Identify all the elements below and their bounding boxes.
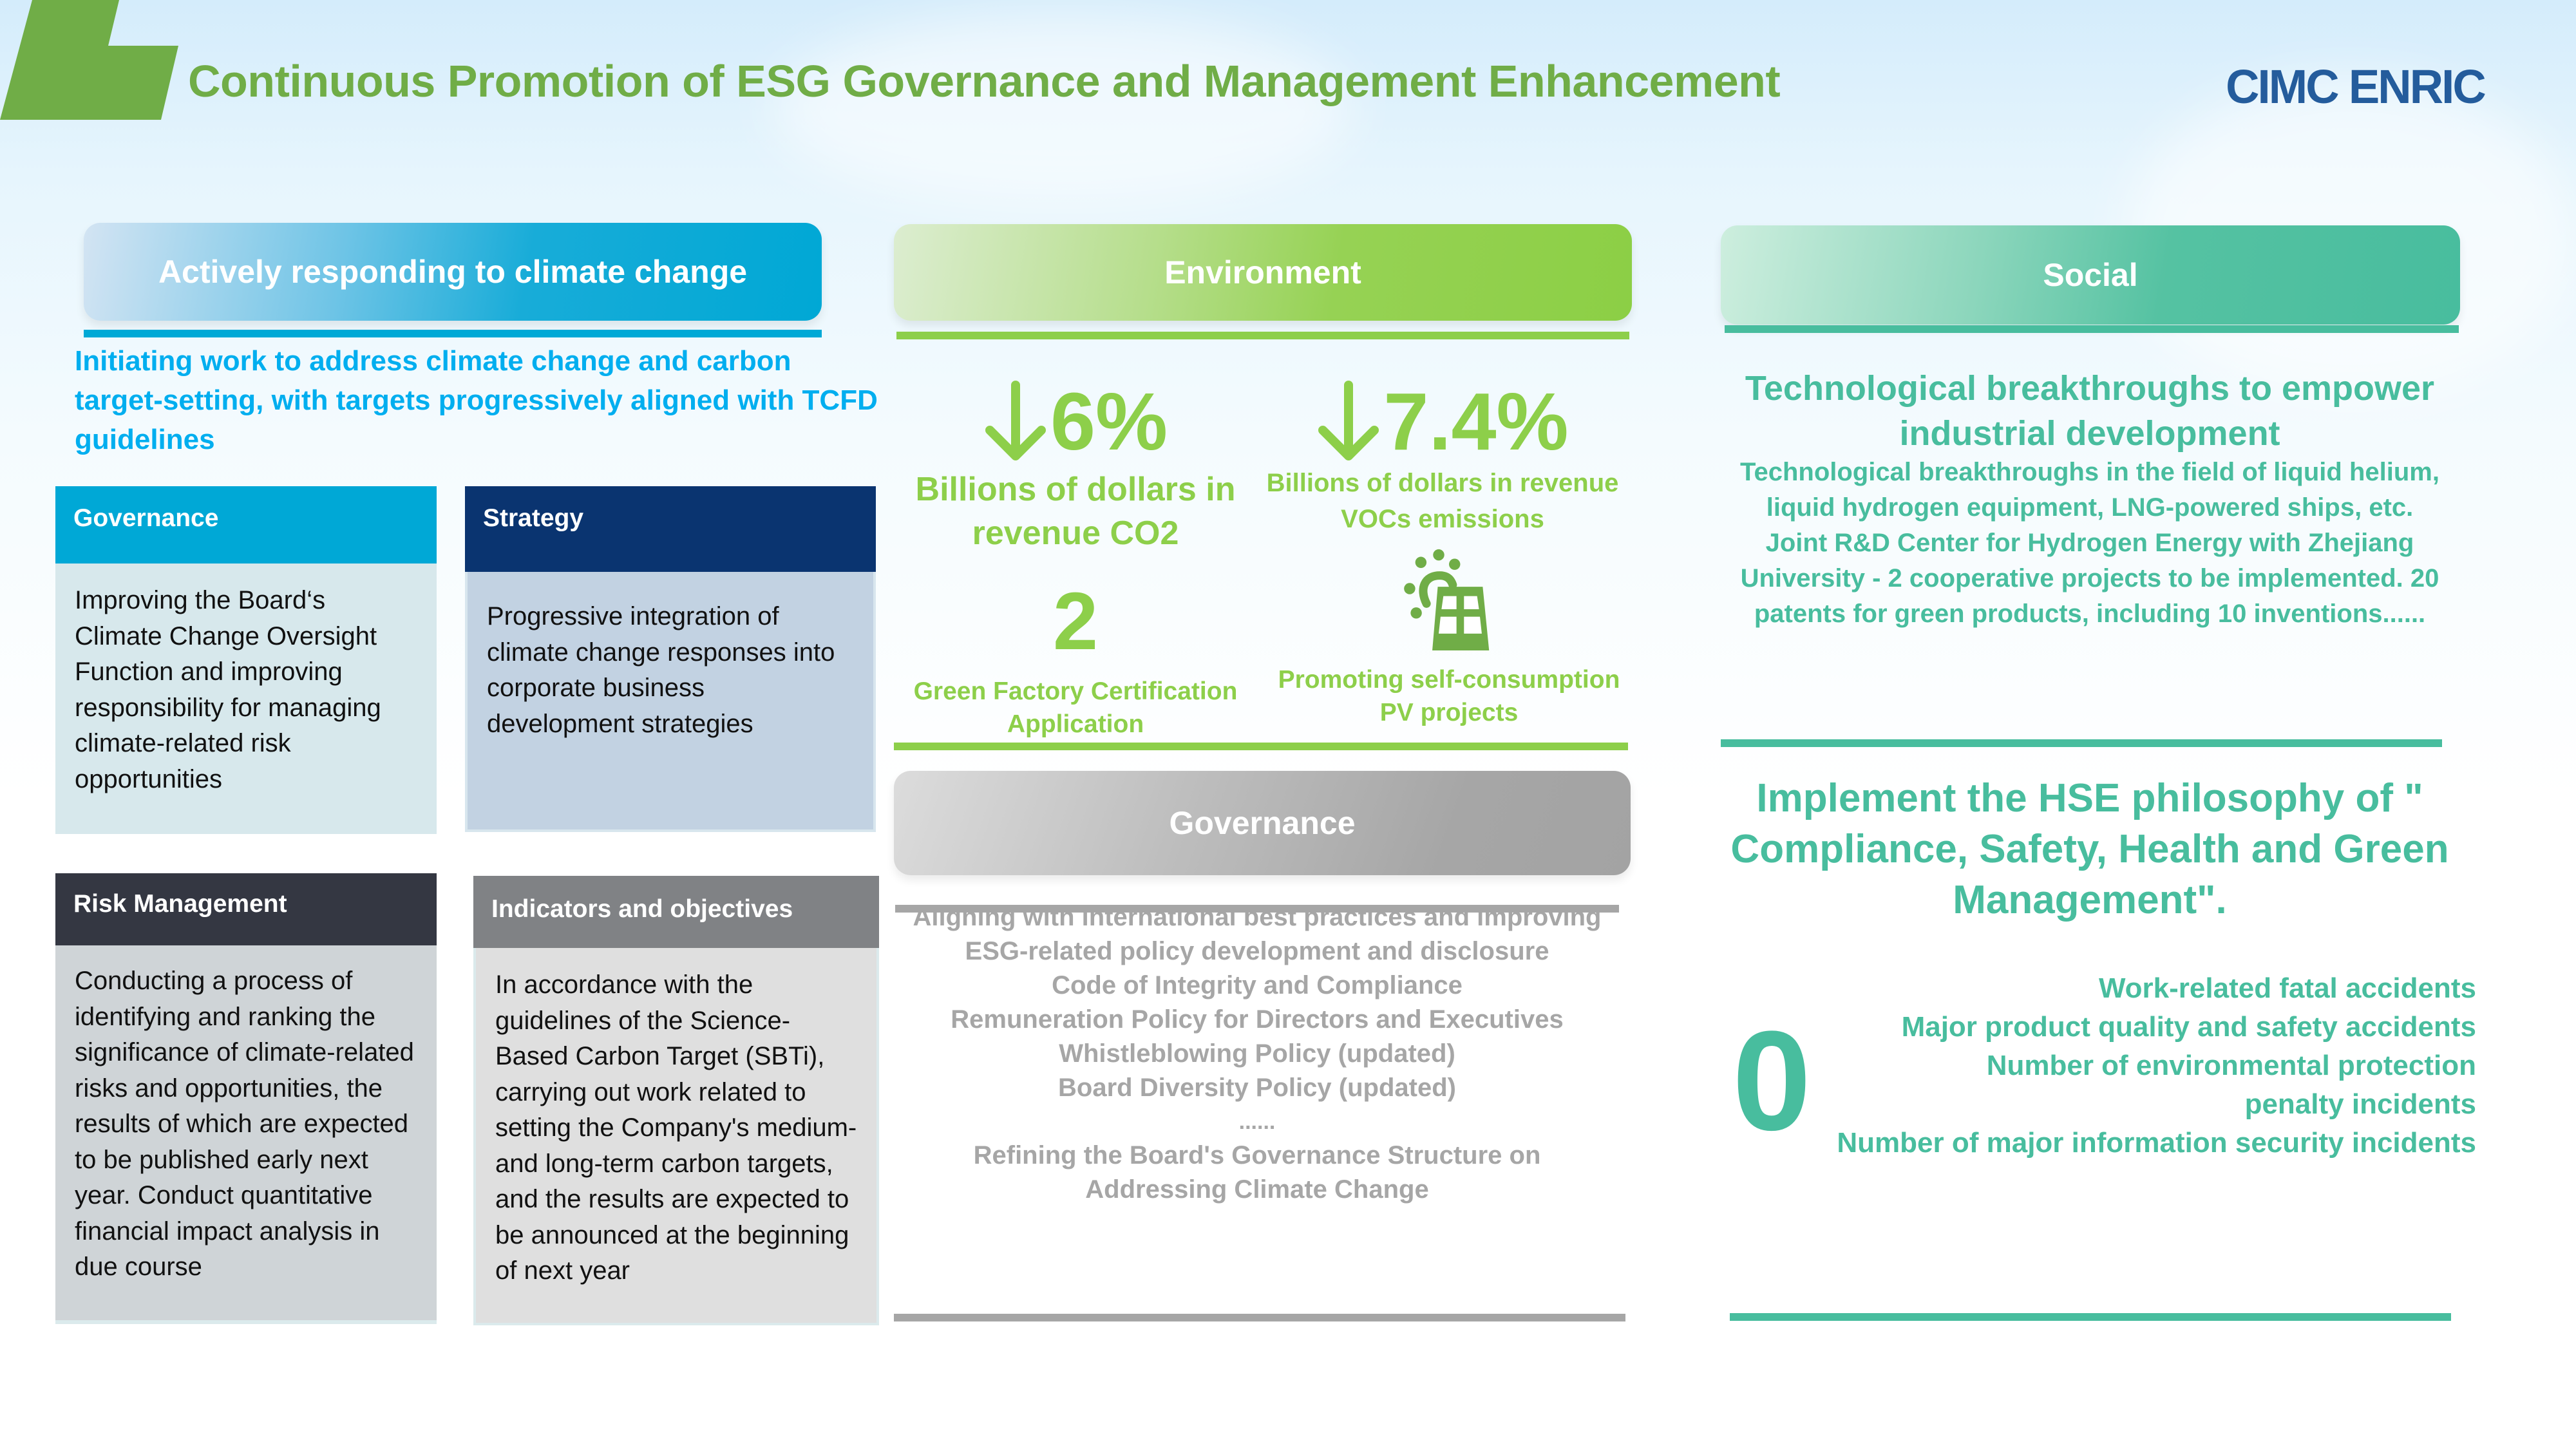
stat-value: 7.4% [1383, 376, 1569, 467]
co2-intensity-stat: 6% Billions of dollars in revenue CO2 [902, 380, 1249, 555]
background-cloud [773, 13, 1352, 206]
social-heading: Social [1721, 225, 2460, 325]
incident-item: Number of major information security inc… [1837, 1127, 2476, 1159]
governance-item: Refining the Board's Governance Structur… [973, 1141, 1541, 1204]
environment-bottom-divider [894, 743, 1628, 750]
stat-value: 2 [1052, 576, 1099, 667]
stat-label: Promoting self-consumption PV projects [1278, 666, 1620, 726]
corner-mark-logo [0, 0, 178, 120]
brand-logo: CIMC ENRIC [2226, 60, 2486, 113]
card-title: Risk Management [55, 873, 437, 945]
stat-value: 6% [1050, 376, 1168, 467]
card-body: Conducting a process of identifying and … [55, 945, 437, 1324]
tcfd-strategy-card: Strategy Progressive integration of clim… [465, 486, 876, 832]
climate-subtitle: Initiating work to address climate chang… [75, 345, 878, 455]
stat-label: Billions of dollars in revenue CO2 [915, 471, 1236, 552]
card-title: Indicators and objectives [473, 876, 879, 948]
card-title: Strategy [465, 486, 876, 572]
stat-label: Billions of dollars in revenue VOCs emis… [1266, 469, 1619, 533]
zero-incidents-list: Work-related fatal accidents Major produ… [1803, 969, 2476, 1162]
social-bottom-divider [1730, 1313, 2451, 1321]
hse-philosophy: Implement the HSE philosophy of " Compli… [1730, 776, 2449, 922]
tcfd-governance-card: Governance Improving the Board‘s Climate… [55, 486, 437, 834]
governance-item: Remuneration Policy for Directors and Ex… [951, 1005, 1564, 1034]
environment-heading: Environment [894, 224, 1632, 321]
governance-bottom-divider [894, 1314, 1625, 1321]
card-body: Improving the Board‘s Climate Change Ove… [55, 564, 437, 834]
card-body: Progressive integration of climate chang… [465, 572, 876, 832]
governance-list: Aligning with international best practic… [884, 900, 1631, 1207]
incident-item: Major product quality and safety acciden… [1901, 1011, 2476, 1043]
governance-item: Aligning with international best practic… [913, 903, 1602, 965]
page-title: Continuous Promotion of ESG Governance a… [188, 56, 1781, 106]
social-mid-divider [1721, 739, 2442, 747]
green-factory-stat: 2 Green Factory Certification Applicatio… [902, 573, 1249, 741]
incident-item: Number of environmental protection penal… [1986, 1050, 2476, 1120]
tcfd-risk-management-card: Risk Management Conducting a process of … [55, 873, 437, 1324]
voc-intensity-stat: 7.4% Billions of dollars in revenue VOCs… [1262, 380, 1623, 537]
environment-divider [896, 332, 1629, 339]
social-divider [1725, 325, 2459, 333]
governance-item: Board Diversity Policy (updated) [1058, 1074, 1456, 1102]
zero-incidents-value: 0 [1732, 1001, 1812, 1160]
arrow-down-icon [1318, 381, 1379, 460]
tech-breakthrough-title: Technological breakthroughs to empower i… [1745, 369, 2435, 453]
pv-projects-stat: Promoting self-consumption PV projects [1262, 547, 1636, 729]
governance-item: ...... [1238, 1110, 1276, 1134]
stat-label: Green Factory Certification Application [913, 677, 1238, 738]
card-body: In accordance with the guidelines of the… [473, 948, 879, 1325]
card-title: Governance [55, 486, 437, 564]
arrow-down-icon [985, 381, 1046, 460]
solar-panel-icon [1404, 549, 1490, 650]
governance-heading: Governance [894, 771, 1631, 875]
governance-item: Whistleblowing Policy (updated) [1059, 1039, 1455, 1068]
tcfd-indicators-card: Indicators and objectives In accordance … [473, 876, 879, 1325]
governance-divider [895, 905, 1619, 913]
incident-item: Work-related fatal accidents [2098, 972, 2476, 1004]
climate-heading: Actively responding to climate change [84, 223, 822, 321]
governance-item: Code of Integrity and Compliance [1052, 971, 1463, 999]
climate-divider [84, 330, 822, 337]
tech-breakthrough-text: Technological breakthroughs in the field… [1740, 458, 2439, 628]
